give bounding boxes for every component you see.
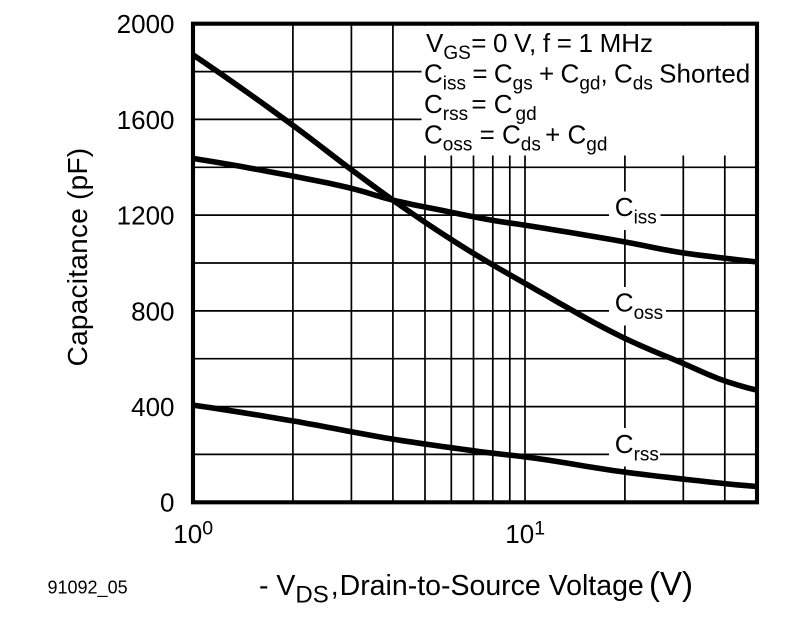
svg-text:Ciss = Cgs + Cgd, Cds Shorted: Ciss = Cgs + Cgd, Cds Shorted [424, 59, 750, 95]
svg-text:2000: 2000 [117, 9, 175, 39]
svg-text:1600: 1600 [117, 105, 175, 135]
svg-text:= 0 V, f = 1 MHz: = 0 V, f = 1 MHz [471, 28, 653, 58]
svg-text:91092_05: 91092_05 [48, 578, 128, 599]
svg-text:0: 0 [160, 488, 174, 518]
svg-text:800: 800 [131, 296, 174, 326]
svg-text:Capacitance (pF): Capacitance (pF) [62, 148, 93, 367]
svg-text:- VDS, Drain-to-Source Voltage: - VDS, Drain-to-Source Voltage (V) [259, 565, 693, 609]
svg-text:1200: 1200 [117, 201, 175, 231]
svg-text:400: 400 [131, 392, 174, 422]
svg-text:Coss = Cds + Cgd: Coss = Cds + Cgd [424, 120, 607, 156]
